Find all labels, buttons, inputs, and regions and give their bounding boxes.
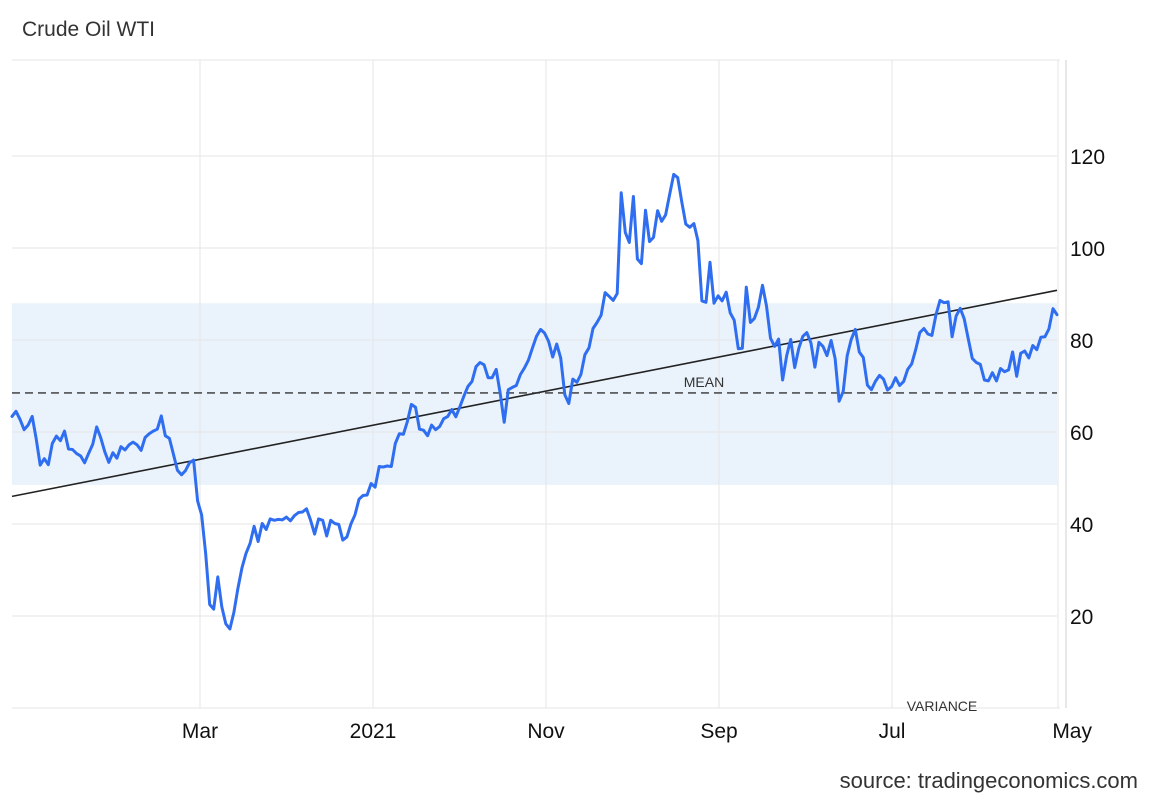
y-tick-label: 80 <box>1070 330 1093 353</box>
mean-label: MEAN <box>684 374 724 390</box>
y-tick-label: 40 <box>1070 514 1093 537</box>
y-tick-label: 20 <box>1070 606 1093 629</box>
chart-title: Crude Oil WTI <box>22 18 156 41</box>
x-tick-label: Mar <box>182 720 218 743</box>
variance-label: VARIANCE <box>907 698 978 714</box>
x-tick-label: Jul <box>879 720 906 743</box>
y-tick-label: 100 <box>1070 238 1105 261</box>
x-tick-label: Nov <box>527 720 565 743</box>
source-label: source: tradingeconomics.com <box>839 768 1138 793</box>
y-tick-label: 60 <box>1070 422 1093 445</box>
price-series-line <box>10 172 1059 631</box>
y-tick-label: 120 <box>1070 146 1105 169</box>
x-tick-label: Sep <box>700 720 737 743</box>
x-tick-label: 2021 <box>350 720 397 743</box>
x-tick-label: May <box>1052 720 1092 743</box>
